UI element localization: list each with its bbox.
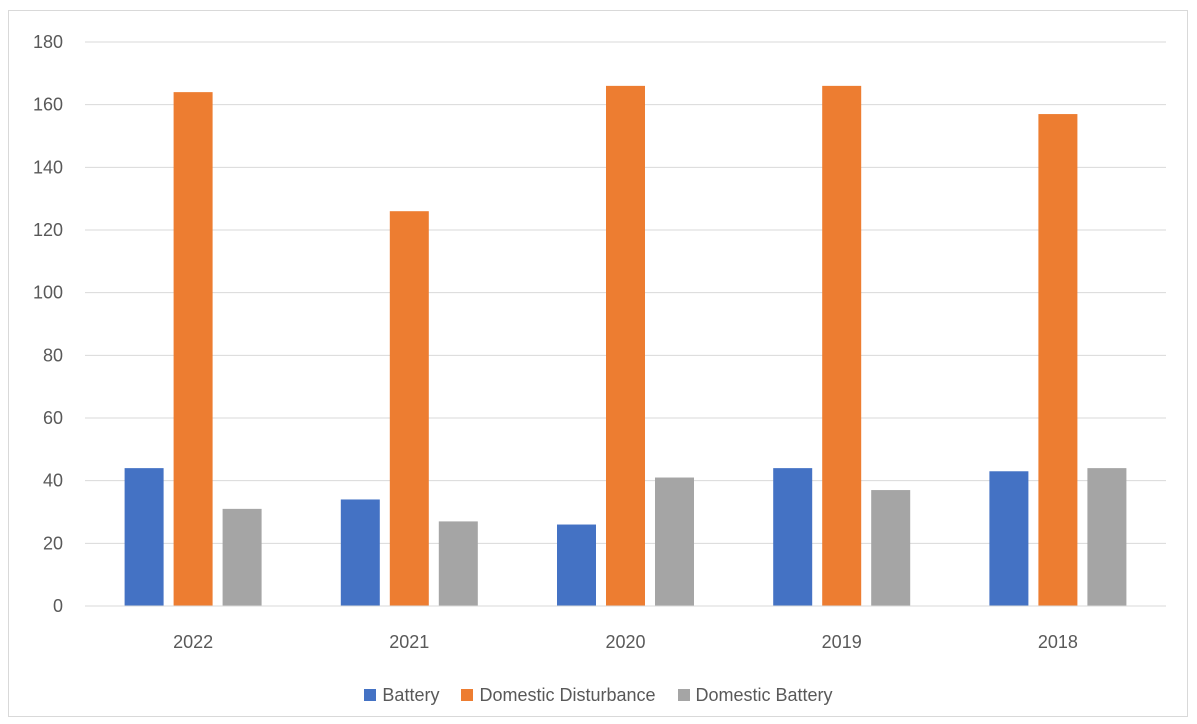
y-tick-label: 160 [33,95,63,115]
bar-domestic-battery-2021 [438,521,478,606]
legend-label-domestic-disturbance: Domestic Disturbance [479,684,656,705]
y-tick-label: 100 [33,283,63,303]
bar-domestic-disturbance-2022 [173,92,213,607]
legend-label-domestic-battery: Domestic Battery [695,684,833,705]
bar-domestic-battery-2020 [655,477,694,606]
y-tick-label: 0 [53,596,63,616]
bar-domestic-disturbance-2020 [606,85,645,606]
x-tick-label-2018: 2018 [1038,632,1078,652]
y-tick-label: 120 [33,220,63,240]
bar-battery-2020 [557,524,596,606]
legend-swatch-domestic-disturbance [461,689,474,701]
x-tick-label-2021: 2021 [389,632,429,652]
x-tick-label-2022: 2022 [173,632,213,652]
legend-swatch-domestic-battery [677,689,690,701]
x-axis-tick-labels: 2022 2021 2020 2019 2018 [173,632,1078,652]
bar-domestic-disturbance-2019 [822,85,862,606]
x-tick-label-2019: 2019 [822,632,862,652]
legend-swatch-battery [364,689,377,701]
bar-domestic-disturbance-2018 [1038,114,1078,607]
bar-domestic-battery-2022 [222,508,262,606]
bar-battery-2019 [773,468,813,606]
bars [124,85,1127,607]
bar-battery-2021 [340,499,380,606]
bar-domestic-battery-2019 [871,490,911,606]
y-tick-label: 140 [33,157,63,177]
y-tick-label: 80 [43,345,63,365]
bar-battery-2018 [989,471,1029,606]
legend-label-battery: Battery [382,684,440,705]
bar-domestic-disturbance-2021 [389,211,429,606]
y-tick-label: 40 [43,471,63,491]
legend-item-domestic-disturbance: Domestic Disturbance [461,684,656,706]
x-tick-label-2020: 2020 [605,632,645,652]
y-tick-label: 180 [33,32,63,52]
y-axis-tick-labels: 0 20 40 60 80 100 120 140 160 180 [33,32,63,616]
legend: Battery Domestic Disturbance Domestic Ba… [0,680,1197,710]
y-tick-label: 60 [43,408,63,428]
bar-battery-2022 [124,468,164,606]
legend-item-domestic-battery: Domestic Battery [677,684,833,706]
y-tick-label: 20 [43,533,63,553]
legend-item-battery: Battery [364,685,439,706]
bar-domestic-battery-2018 [1087,468,1127,606]
